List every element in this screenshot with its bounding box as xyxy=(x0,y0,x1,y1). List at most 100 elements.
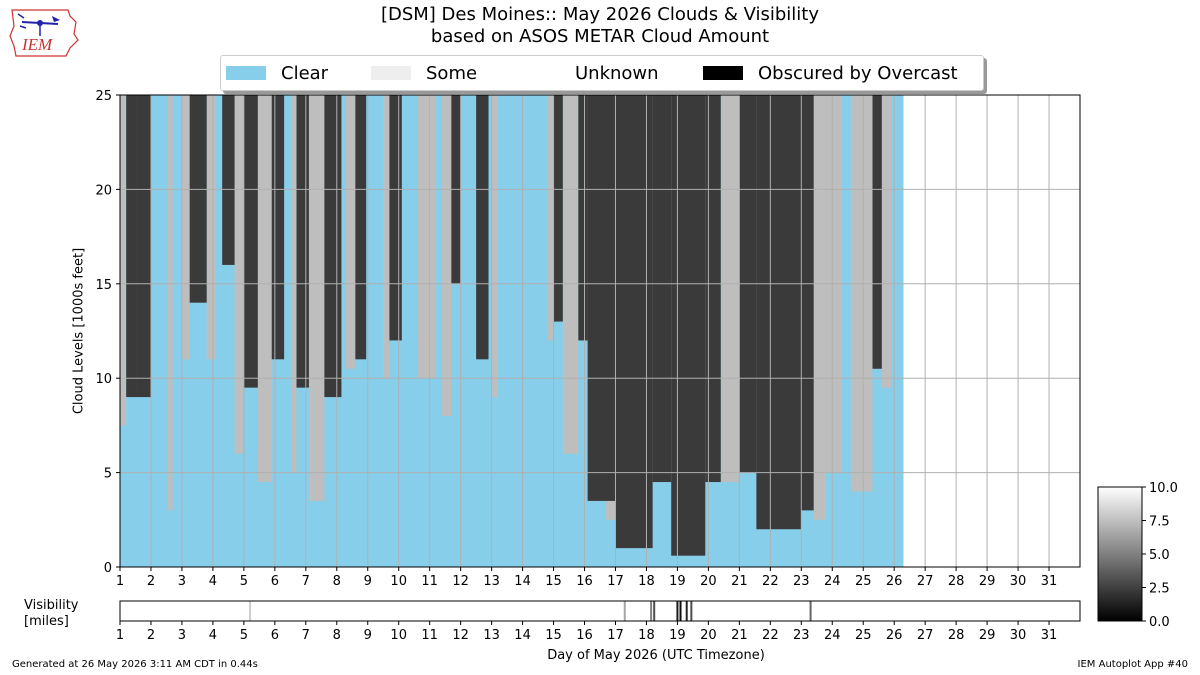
vis-x-tick-label: 8 xyxy=(333,628,341,643)
x-tick-label: 4 xyxy=(209,574,217,589)
iem-logo-graphic: IEM xyxy=(9,9,79,57)
chart-subtitle: based on ASOS METAR Cloud Amount xyxy=(430,26,770,47)
x-tick-label: 16 xyxy=(576,574,593,589)
x-tick-label: 27 xyxy=(917,574,934,589)
cloud-bar-some xyxy=(257,95,272,483)
cloud-bar-overcast xyxy=(324,95,342,398)
vis-x-tick-label: 2 xyxy=(147,628,155,643)
legend-swatch-overcast xyxy=(703,66,743,80)
x-tick-label: 26 xyxy=(886,574,903,589)
generated-timestamp: Generated at 26 May 2026 3:11 AM CDT in … xyxy=(12,659,258,670)
visibility-mark xyxy=(685,601,688,621)
x-tick-label: 6 xyxy=(271,574,279,589)
visibility-background xyxy=(120,601,1080,621)
x-tick-label: 30 xyxy=(1010,574,1027,589)
vis-x-tick-label: 29 xyxy=(979,628,996,643)
cloud-bar-overcast xyxy=(578,95,588,341)
x-tick-label: 12 xyxy=(452,574,469,589)
cloud-bar-overcast xyxy=(587,95,616,501)
vis-x-tick-label: 28 xyxy=(948,628,965,643)
legend-swatch-clear xyxy=(226,66,266,80)
x-tick-label: 15 xyxy=(545,574,562,589)
vis-x-tick-label: 11 xyxy=(421,628,438,643)
vis-x-tick-label: 14 xyxy=(514,628,531,643)
vis-x-tick-label: 20 xyxy=(700,628,717,643)
colorbar-tick-label: 2.5 xyxy=(1149,582,1170,597)
cloud-bar-overcast xyxy=(553,95,563,322)
vis-x-tick-label: 31 xyxy=(1041,628,1058,643)
svg-text:IEM: IEM xyxy=(21,35,53,54)
cloud-bar-overcast xyxy=(705,95,721,483)
vis-x-tick-label: 25 xyxy=(855,628,872,643)
chart-legend: Clear Some Unknown Obscured by Overcast xyxy=(220,55,984,91)
y-tick-label: 5 xyxy=(104,467,112,482)
visibility-mark xyxy=(623,601,626,621)
vis-x-tick-label: 7 xyxy=(302,628,310,643)
visibility-colorbar: 0.0 2.5 5.0 7.5 10.0 xyxy=(1097,481,1178,630)
x-tick-label: 21 xyxy=(731,574,748,589)
vis-x-tick-label: 13 xyxy=(483,628,500,643)
vis-x-tick-label: 12 xyxy=(452,628,469,643)
vis-x-tick-label: 23 xyxy=(793,628,810,643)
cloud-bar-some xyxy=(346,95,356,369)
x-tick-label: 13 xyxy=(483,574,500,589)
cloud-bar-some xyxy=(206,95,216,360)
x-tick-label: 20 xyxy=(700,574,717,589)
cloud-bar-some xyxy=(168,95,173,511)
cloud-bar-overcast xyxy=(137,95,151,398)
x-tick-label: 11 xyxy=(421,574,438,589)
x-tick-label: 29 xyxy=(979,574,996,589)
vis-x-tick-label: 16 xyxy=(576,628,593,643)
visibility-label-line1: Visibility xyxy=(24,598,79,613)
cloud-bar-some xyxy=(491,95,498,398)
y-tick-label: 10 xyxy=(95,372,112,387)
cloud-bar-overcast xyxy=(389,95,402,341)
vis-x-tick-label: 5 xyxy=(240,628,248,643)
iem-logo: IEM xyxy=(8,6,82,60)
vis-x-tick-label: 22 xyxy=(762,628,779,643)
visibility-mark xyxy=(679,601,682,621)
cloud-bar-overcast xyxy=(243,95,258,388)
legend-swatch-some xyxy=(371,66,411,80)
vis-x-tick-label: 9 xyxy=(364,628,372,643)
legend-label-some: Some xyxy=(426,62,478,84)
visibility-strip: 1 2 3 4 5 6 7 8 9 10 11 12 13 14 15 16 17 18 19 20 21 22 23 24 2… xyxy=(116,600,1081,643)
visibility-mark xyxy=(249,601,252,621)
cloud-bar-some xyxy=(181,95,190,360)
visibility-label-line2: [miles] xyxy=(24,614,69,629)
cloud-bar-overcast xyxy=(872,95,882,369)
visibility-mark xyxy=(676,601,679,621)
x-tick-label: 18 xyxy=(638,574,655,589)
x-tick-label: 19 xyxy=(669,574,686,589)
plot-frame xyxy=(119,94,1081,568)
x-tick-label: 17 xyxy=(607,574,624,589)
x-tick-label: 28 xyxy=(948,574,965,589)
vis-x-tick-label: 1 xyxy=(116,628,124,643)
cloud-bar-overcast xyxy=(296,95,309,388)
vis-x-tick-label: 21 xyxy=(731,628,748,643)
vis-x-tick-label: 26 xyxy=(886,628,903,643)
cloud-bar-some xyxy=(417,95,436,379)
x-tick-label: 22 xyxy=(762,574,779,589)
y-axis-label: Cloud Levels [1000s feet] xyxy=(71,247,87,415)
x-tick-label: 9 xyxy=(364,574,372,589)
cloud-bar-overcast xyxy=(189,95,207,303)
cloud-level-plot: 1 2 3 4 5 6 7 8 9 10 11 12 13 14 15 16 17 18 19 20 21 22 23 24 2… xyxy=(95,89,1081,589)
x-tick-label: 8 xyxy=(333,574,341,589)
colorbar-tick-label: 7.5 xyxy=(1149,515,1170,530)
app-credit: IEM Autoplot App #40 xyxy=(1077,659,1188,670)
visibility-mark xyxy=(690,601,693,621)
vis-x-tick-label: 17 xyxy=(607,628,624,643)
legend-item-clear: Clear xyxy=(226,60,328,86)
x-tick-label: 25 xyxy=(855,574,872,589)
visibility-mark xyxy=(650,601,653,621)
visibility-frame xyxy=(119,600,1081,622)
cloud-bar-overcast xyxy=(222,95,235,265)
x-tick-label: 3 xyxy=(178,574,186,589)
x-tick-label: 31 xyxy=(1041,574,1058,589)
cloud-bar-some xyxy=(308,95,325,501)
cloud-bar-some xyxy=(547,95,554,341)
visibility-mark xyxy=(653,601,656,621)
colorbar-gradient xyxy=(1097,486,1143,622)
